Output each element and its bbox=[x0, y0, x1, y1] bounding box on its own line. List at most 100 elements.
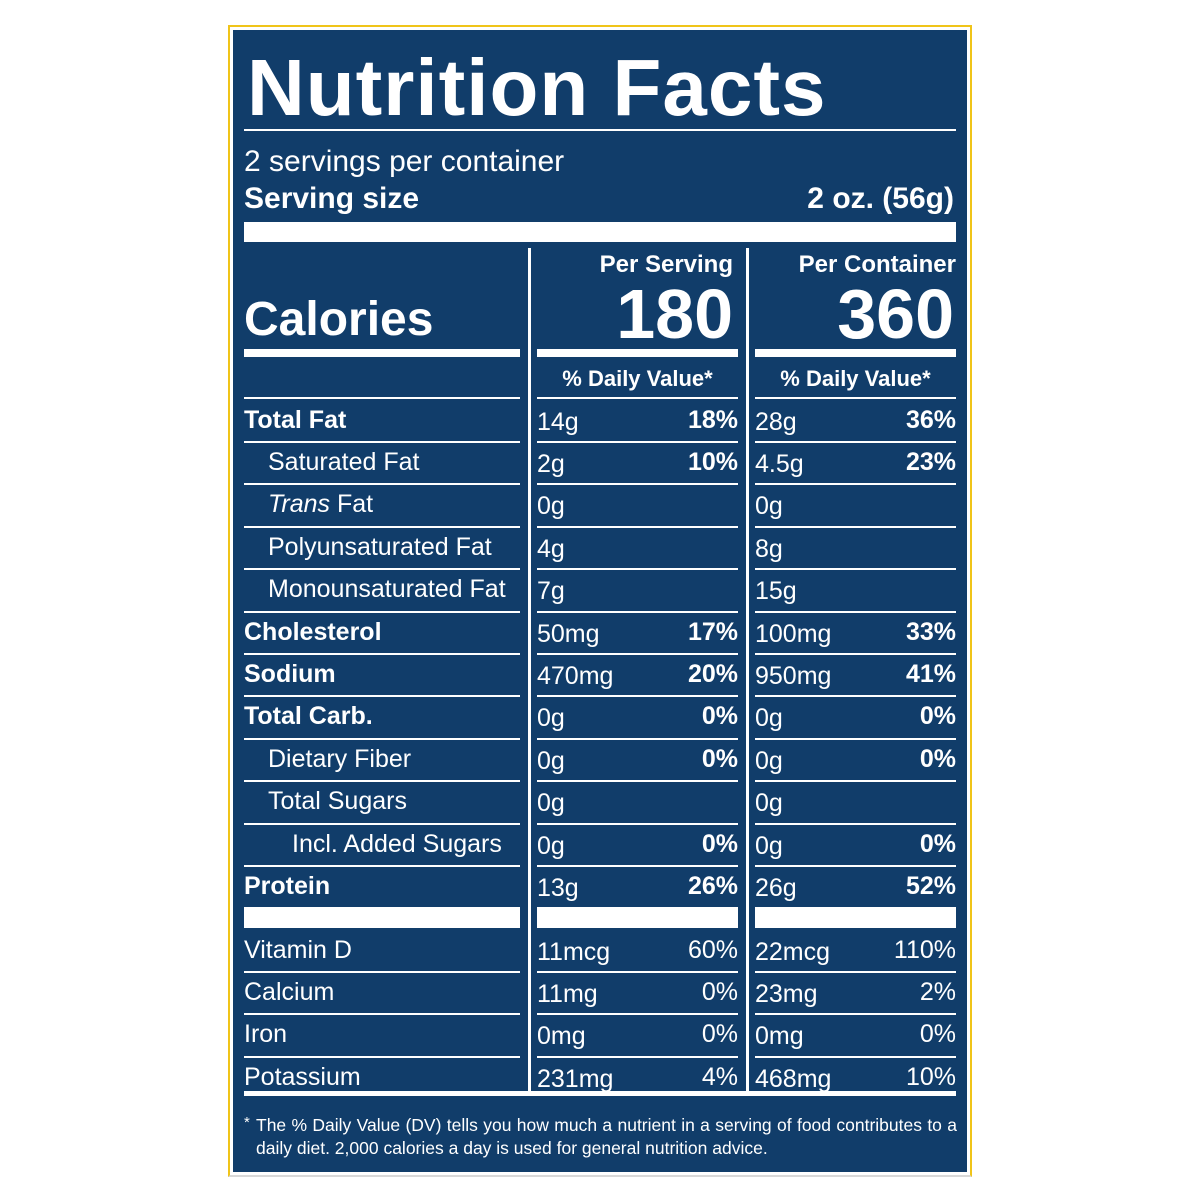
daily-value-header: % Daily Value* bbox=[780, 366, 931, 391]
rule bbox=[755, 653, 956, 655]
rule bbox=[755, 349, 956, 357]
rule bbox=[244, 907, 520, 928]
daily-value-header: % Daily Value* bbox=[562, 366, 713, 391]
daily-value: 0% bbox=[919, 702, 956, 731]
amount: 0g bbox=[755, 789, 783, 818]
rule bbox=[537, 568, 738, 571]
amount: 50mg bbox=[537, 619, 600, 648]
amount: 468mg bbox=[755, 1064, 832, 1093]
rule bbox=[244, 971, 520, 973]
nutrient-name: Total Sugars bbox=[268, 787, 407, 816]
per-container-calories: 360 bbox=[837, 275, 954, 353]
rule bbox=[244, 1091, 956, 1096]
rule bbox=[537, 525, 738, 528]
amount: 13g bbox=[537, 873, 579, 902]
amount: 100mg bbox=[755, 619, 832, 648]
daily-value: 20% bbox=[687, 659, 738, 688]
amount: 0g bbox=[537, 704, 565, 733]
amount: 2g bbox=[537, 449, 565, 478]
servings: 2 servings per container bbox=[244, 145, 565, 178]
nutrient-name: Incl. Added Sugars bbox=[292, 829, 502, 858]
daily-value: 0% bbox=[919, 829, 956, 858]
daily-value: 0% bbox=[919, 744, 956, 773]
per-serving-calories: 180 bbox=[616, 275, 733, 353]
nutrient-name: Saturated Fat bbox=[268, 447, 420, 476]
amount: 0g bbox=[537, 492, 565, 521]
daily-value: 0% bbox=[919, 1020, 956, 1049]
amount: 4g bbox=[537, 534, 565, 563]
rule bbox=[755, 780, 956, 783]
rule bbox=[755, 695, 956, 698]
amount: 8g bbox=[755, 534, 783, 563]
rule bbox=[755, 483, 956, 486]
amount: 0g bbox=[755, 492, 783, 521]
rule bbox=[537, 1013, 738, 1016]
daily-value: 2% bbox=[919, 977, 956, 1006]
nutrition-label: Nutrition Facts 2 servings per container S… bbox=[233, 30, 967, 1172]
daily-value: 23% bbox=[905, 447, 956, 476]
nutrient-name: Iron bbox=[244, 1020, 288, 1049]
daily-value: 0% bbox=[701, 977, 738, 1006]
daily-value: 60% bbox=[687, 935, 738, 964]
daily-value: 0% bbox=[701, 702, 738, 731]
daily-value: 33% bbox=[905, 617, 956, 646]
daily-value: 10% bbox=[687, 447, 738, 476]
amount: 11mg bbox=[537, 979, 598, 1008]
rule bbox=[537, 441, 738, 443]
amount: 7g bbox=[537, 577, 565, 606]
amount: 0g bbox=[755, 704, 783, 733]
nutrient-name: Protein bbox=[244, 871, 331, 900]
rule bbox=[755, 525, 956, 528]
nutrient-name: Vitamin D bbox=[244, 935, 352, 964]
rule bbox=[244, 653, 520, 655]
rule bbox=[537, 695, 738, 698]
rule bbox=[537, 737, 738, 740]
rule bbox=[755, 610, 956, 613]
rule bbox=[537, 349, 738, 357]
rule bbox=[755, 441, 956, 443]
nutrient-name-text: Fat bbox=[330, 490, 374, 519]
amount: 950mg bbox=[755, 661, 832, 690]
rule bbox=[537, 865, 738, 867]
rule bbox=[244, 483, 520, 486]
column-divider bbox=[746, 248, 749, 1092]
amount: 0g bbox=[537, 831, 565, 860]
amount: 0mg bbox=[755, 1022, 804, 1051]
rule bbox=[755, 737, 956, 740]
rule bbox=[755, 397, 956, 399]
rule bbox=[537, 971, 738, 973]
amount: 0g bbox=[755, 831, 783, 860]
rule bbox=[755, 865, 956, 867]
nutrient-name: Trans Fat bbox=[268, 492, 373, 517]
amount: 0g bbox=[755, 746, 783, 775]
rule bbox=[244, 568, 520, 571]
amount: 28g bbox=[755, 407, 797, 436]
amount: 0mg bbox=[537, 1022, 586, 1051]
daily-value: 26% bbox=[687, 871, 738, 900]
rule bbox=[244, 129, 956, 131]
daily-value: 0% bbox=[701, 1020, 738, 1049]
daily-value: 36% bbox=[905, 405, 956, 434]
column-divider bbox=[528, 248, 531, 1092]
rule bbox=[755, 1013, 956, 1016]
amount: 26g bbox=[755, 873, 797, 902]
daily-value: 41% bbox=[905, 659, 956, 688]
serving-size-label: Serving size bbox=[244, 182, 420, 215]
amount: 0g bbox=[537, 746, 565, 775]
rule bbox=[537, 397, 738, 399]
amount: 0g bbox=[537, 789, 565, 818]
rule bbox=[244, 610, 520, 613]
nutrient-name: Monounsaturated Fat bbox=[268, 575, 506, 604]
nutrient-name: Total Carb. bbox=[244, 702, 373, 731]
rule bbox=[244, 1013, 520, 1016]
rule bbox=[755, 971, 956, 973]
daily-value: 4% bbox=[701, 1062, 738, 1091]
nutrient-name: Total Fat bbox=[244, 405, 347, 434]
nutrient-name: Potassium bbox=[244, 1062, 361, 1091]
nutrient-name: Dietary Fiber bbox=[268, 744, 412, 773]
daily-value: 0% bbox=[701, 744, 738, 773]
nutrient-name: Calcium bbox=[244, 977, 335, 1006]
amount: 23mg bbox=[755, 979, 818, 1008]
title: Nutrition Facts bbox=[247, 43, 827, 132]
